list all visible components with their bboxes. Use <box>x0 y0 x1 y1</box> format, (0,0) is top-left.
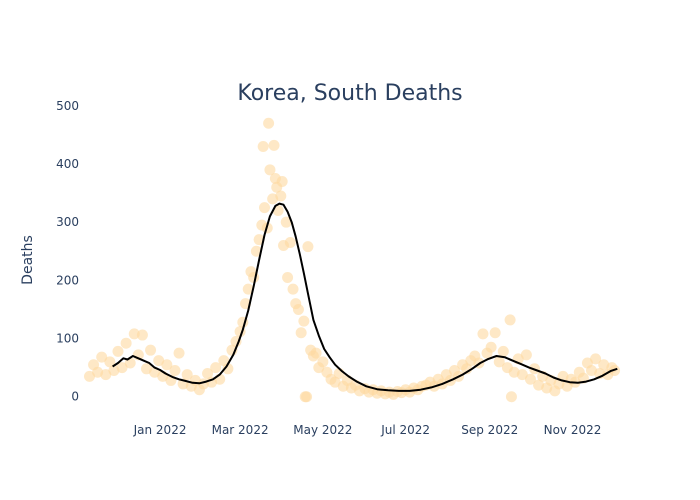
daily-deaths-point <box>161 359 173 371</box>
daily-deaths-point <box>210 362 222 374</box>
daily-deaths-point <box>169 365 181 377</box>
daily-deaths-point <box>112 345 124 357</box>
daily-deaths-point <box>520 349 532 361</box>
daily-deaths-point <box>524 373 536 385</box>
y-tick-label: 300 <box>56 215 79 229</box>
daily-deaths-point <box>128 328 140 340</box>
x-tick-label: Mar 2022 <box>212 423 269 437</box>
daily-deaths-point <box>268 139 280 151</box>
daily-deaths-points <box>83 117 621 403</box>
y-tick-label: 200 <box>56 273 79 287</box>
daily-deaths-point <box>153 355 165 367</box>
daily-deaths-point <box>218 355 230 367</box>
daily-deaths-point <box>120 337 132 349</box>
y-tick-label: 100 <box>56 332 79 346</box>
y-tick-label: 500 <box>56 99 79 113</box>
y-tick-label: 0 <box>71 390 79 404</box>
daily-deaths-point <box>145 344 157 356</box>
x-tick-label: Jan 2022 <box>133 423 187 437</box>
y-axis-title: Deaths <box>20 235 36 285</box>
daily-deaths-point <box>292 303 304 315</box>
daily-deaths-point <box>248 271 260 283</box>
daily-deaths-point <box>280 216 292 228</box>
x-axis-ticks: Jan 2022 Mar 2022 May 2022 Jul 2022 Sep 2022… <box>133 423 602 437</box>
daily-deaths-point <box>493 356 505 368</box>
daily-deaths-point <box>516 369 528 381</box>
daily-deaths-point <box>275 190 287 202</box>
daily-deaths-point <box>222 363 234 375</box>
daily-deaths-point <box>295 327 307 339</box>
daily-deaths-point <box>276 175 288 187</box>
daily-deaths-point <box>104 356 116 368</box>
daily-deaths-point <box>259 202 271 214</box>
daily-deaths-point <box>282 271 294 283</box>
daily-deaths-point <box>504 314 516 326</box>
daily-deaths-point <box>263 117 275 129</box>
daily-deaths-point <box>250 245 262 257</box>
daily-deaths-point <box>202 367 214 379</box>
daily-deaths-point <box>497 345 509 357</box>
daily-deaths-point <box>329 376 341 388</box>
x-tick-label: Jul 2022 <box>380 423 430 437</box>
daily-deaths-point <box>302 241 314 253</box>
rolling-average-line <box>112 202 618 392</box>
daily-deaths-point <box>505 391 517 403</box>
y-axis-ticks: 0 100 200 300 400 500 <box>56 99 79 404</box>
daily-deaths-point <box>301 391 313 403</box>
daily-deaths-point <box>287 283 299 295</box>
daily-deaths-point <box>284 237 296 249</box>
x-tick-label: Nov 2022 <box>544 423 602 437</box>
x-tick-label: Sep 2022 <box>461 423 518 437</box>
daily-deaths-point <box>477 328 489 340</box>
daily-deaths-point <box>310 347 322 359</box>
daily-deaths-point <box>264 164 276 176</box>
daily-deaths-point <box>173 347 185 359</box>
daily-deaths-point <box>116 362 128 374</box>
daily-deaths-point <box>96 351 108 363</box>
x-tick-label: May 2022 <box>293 423 352 437</box>
daily-deaths-point <box>298 315 310 327</box>
daily-deaths-point <box>489 327 501 339</box>
daily-deaths-point <box>242 283 254 295</box>
daily-deaths-point <box>485 341 497 353</box>
daily-deaths-point <box>590 353 602 365</box>
daily-deaths-point <box>181 369 193 381</box>
rolling-average-line-layer <box>112 202 618 392</box>
daily-deaths-point <box>136 329 148 341</box>
daily-deaths-point <box>257 141 269 153</box>
daily-deaths-point <box>317 356 329 368</box>
daily-deaths-point <box>100 369 112 381</box>
y-tick-label: 400 <box>56 157 79 171</box>
daily-deaths-point <box>83 370 95 382</box>
daily-deaths-point <box>253 234 265 246</box>
chart-title: Korea, South Deaths <box>237 81 462 106</box>
